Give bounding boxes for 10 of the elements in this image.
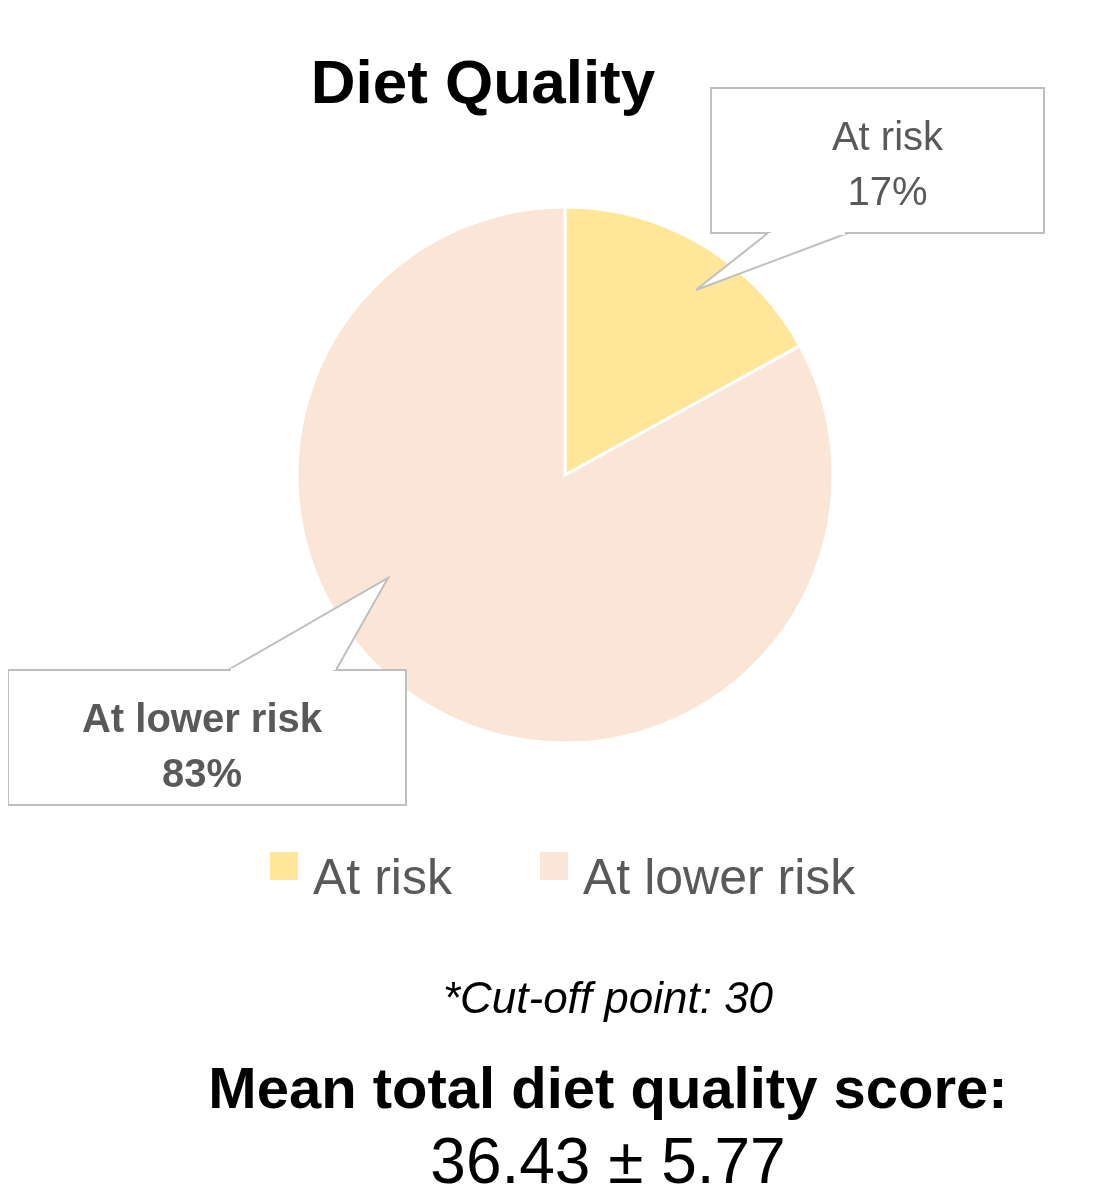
chart-title: Diet Quality	[310, 47, 656, 116]
slice-label: At risk	[831, 114, 945, 158]
data-label: 83%	[161, 751, 243, 795]
text: 36.43 ± 5.77	[430, 1125, 786, 1197]
legend-label: At lower risk	[583, 849, 857, 905]
data-label: 17%	[847, 169, 928, 213]
text: *Cut-off point: 30	[442, 973, 774, 1022]
legend-label: At risk	[313, 849, 453, 905]
text: Mean total diet quality score:	[208, 1055, 1008, 1120]
slice-label: At lower risk	[81, 696, 323, 740]
